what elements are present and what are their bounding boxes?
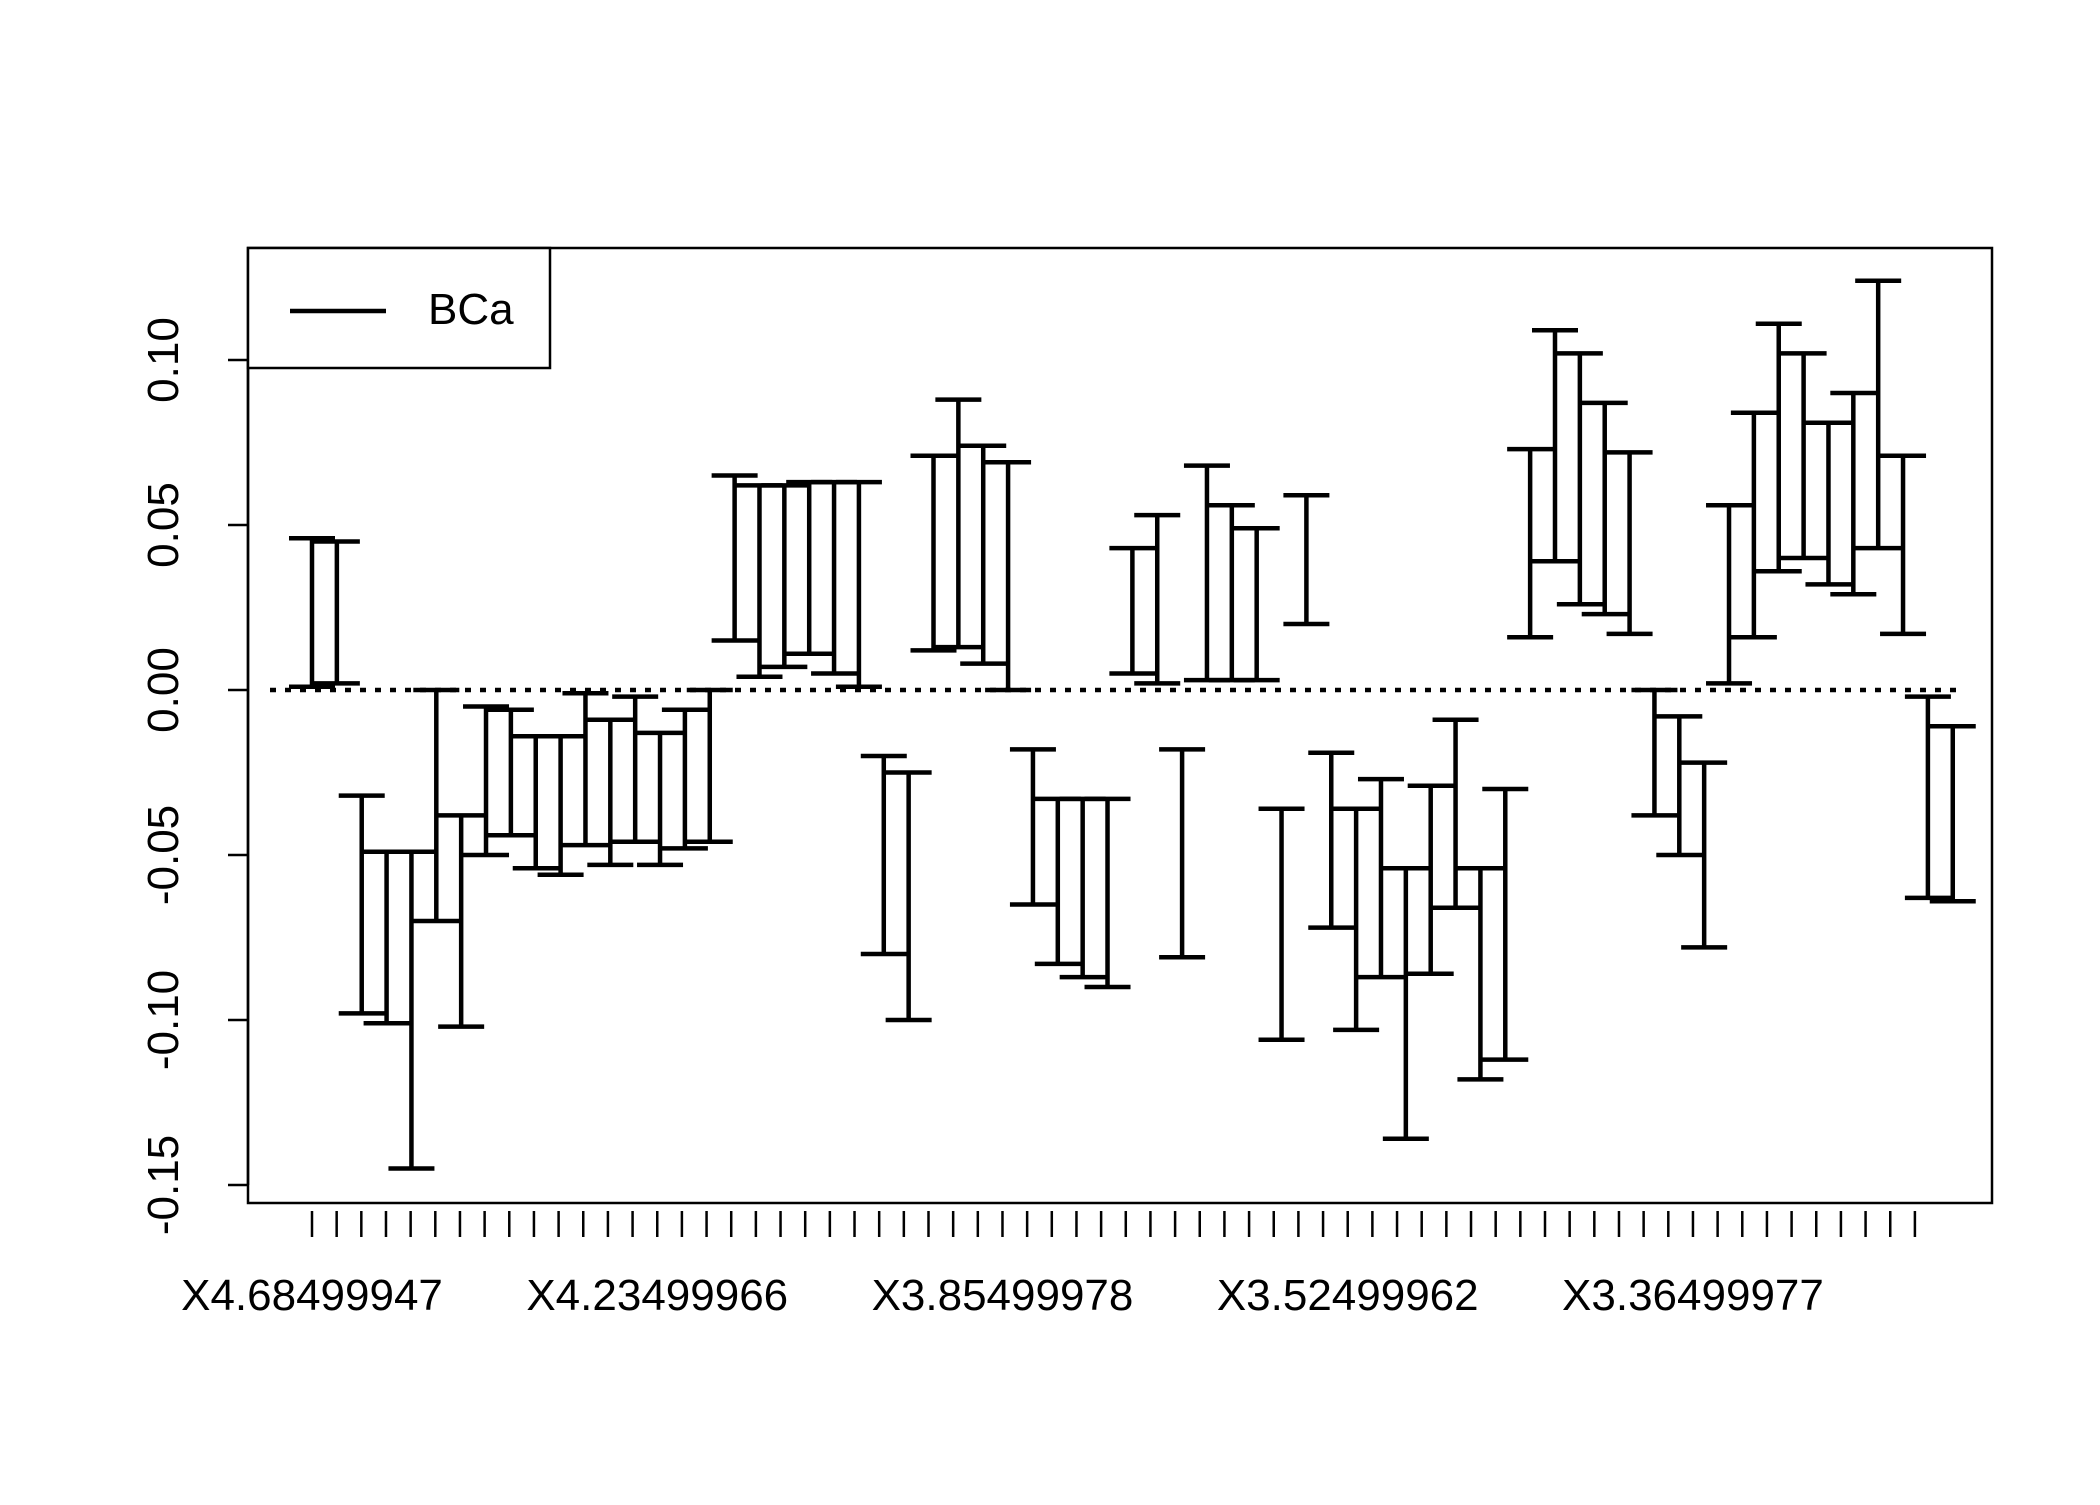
y-tick-label: -0.10 bbox=[139, 970, 188, 1070]
errorbar-23 bbox=[835, 479, 882, 689]
errorbar-1 bbox=[289, 535, 335, 689]
x-tick-label: X3.36499977 bbox=[1562, 1271, 1824, 1320]
errorbar-53 bbox=[1581, 400, 1628, 617]
errorbar-7 bbox=[438, 813, 485, 1029]
errorbar-36 bbox=[1159, 747, 1206, 960]
y-tick-label: 0.05 bbox=[139, 482, 188, 568]
errorbar-64 bbox=[1855, 278, 1902, 551]
errorbar-41 bbox=[1283, 493, 1330, 627]
errorbar-12 bbox=[562, 691, 609, 848]
errorbar-24 bbox=[860, 753, 907, 957]
errorbar-43 bbox=[1333, 806, 1380, 1033]
errorbar-11 bbox=[537, 733, 584, 878]
errorbar-35 bbox=[1134, 512, 1181, 686]
errorbar-57 bbox=[1681, 760, 1728, 950]
errorbar-47 bbox=[1432, 717, 1479, 911]
errorbar-45 bbox=[1382, 865, 1429, 1142]
errorbar-39 bbox=[1233, 526, 1280, 683]
errorbar-30 bbox=[1009, 747, 1056, 907]
errorbar-67 bbox=[1929, 724, 1976, 904]
legend: BCa bbox=[246, 246, 552, 370]
errorbar-52 bbox=[1556, 351, 1603, 607]
errorbar-62 bbox=[1805, 420, 1852, 587]
errorbar-46 bbox=[1407, 783, 1454, 977]
y-tick-label: -0.15 bbox=[139, 1135, 188, 1235]
errorbar-18 bbox=[711, 473, 758, 643]
errorbar-8 bbox=[463, 704, 510, 858]
y-tick-label: 0.10 bbox=[139, 317, 188, 403]
errorbar-13 bbox=[587, 717, 634, 868]
errorbar-33 bbox=[1084, 796, 1131, 990]
errorbar-26 bbox=[910, 453, 957, 653]
errorbar-3 bbox=[338, 793, 385, 1016]
errorbar-58 bbox=[1706, 502, 1753, 686]
errorbar-27 bbox=[935, 397, 982, 650]
errorbar-50 bbox=[1507, 446, 1554, 640]
legend-label-bca: BCa bbox=[428, 285, 514, 334]
errorbar-5 bbox=[388, 849, 435, 1171]
errorbar-51 bbox=[1532, 328, 1578, 564]
errorbar-15 bbox=[637, 730, 684, 868]
x-axis: X4.68499947 X4.23499966 X3.85499978 X3.5249… bbox=[181, 1211, 1917, 1320]
errorbar-49 bbox=[1482, 786, 1529, 1062]
x-tick-label: X4.23499966 bbox=[526, 1271, 788, 1320]
errorbar-16 bbox=[661, 707, 708, 851]
errorbar-54 bbox=[1606, 450, 1653, 637]
errorbar-25 bbox=[885, 770, 932, 1023]
errorbar-9 bbox=[487, 707, 534, 838]
errorbar-65 bbox=[1880, 453, 1927, 637]
errorbar-63 bbox=[1830, 390, 1877, 597]
x-tick-label: X3.85499978 bbox=[872, 1271, 1134, 1320]
errorbar-20 bbox=[761, 483, 808, 670]
errorbar-44 bbox=[1357, 776, 1404, 980]
errorbar-59 bbox=[1730, 410, 1777, 640]
errorbar-42 bbox=[1308, 750, 1355, 930]
errorbar-28 bbox=[960, 443, 1007, 666]
legend-box bbox=[246, 246, 552, 370]
errorbar-series bbox=[289, 278, 1976, 1171]
plot-frame bbox=[246, 246, 1994, 1205]
y-tick-label: 0.00 bbox=[139, 647, 188, 733]
x-tick-label: X4.68499947 bbox=[181, 1271, 443, 1320]
errorbar-40 bbox=[1258, 806, 1305, 1043]
errorbar-2 bbox=[313, 539, 360, 686]
errorbar-48 bbox=[1457, 865, 1504, 1082]
errorbar-56 bbox=[1656, 714, 1703, 858]
errorbar-61 bbox=[1780, 351, 1827, 561]
errorbar-60 bbox=[1755, 321, 1802, 574]
errorbar-14 bbox=[612, 694, 659, 845]
x-tick-label: X3.52499962 bbox=[1217, 1271, 1479, 1320]
errorbar-34 bbox=[1109, 545, 1156, 676]
y-tick-label: -0.05 bbox=[139, 805, 188, 905]
errorbar-66 bbox=[1904, 694, 1951, 901]
